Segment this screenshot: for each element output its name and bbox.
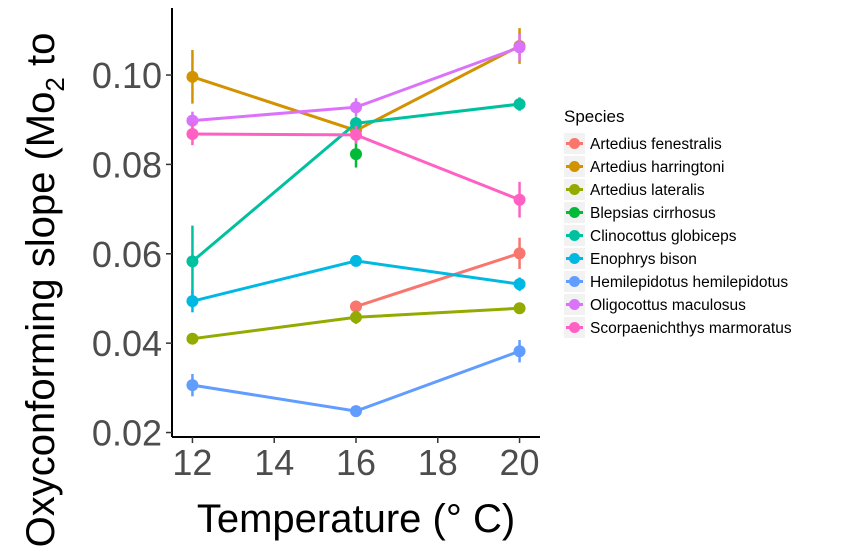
y-axis-title-tail: to xyxy=(19,33,63,77)
x-tick-label: 18 xyxy=(418,442,458,483)
data-point xyxy=(186,114,199,127)
legend-key-point xyxy=(569,184,580,195)
legend-item-label: Artedius fenestralis xyxy=(590,136,722,153)
legend-item-label: Artedius lateralis xyxy=(590,182,705,199)
legend-key-point xyxy=(569,138,580,149)
legend-item: Enophrys bison xyxy=(564,248,697,269)
data-point xyxy=(350,254,362,267)
legend-item-label: Enophrys bison xyxy=(590,251,697,268)
data-point xyxy=(513,278,526,291)
legend-key-point xyxy=(569,161,580,172)
legend-item-label: Blepsias cirrhosus xyxy=(590,205,716,222)
legend-key-point xyxy=(569,207,580,218)
legend-item-label: Oligocottus maculosus xyxy=(590,297,746,314)
data-point xyxy=(186,70,199,83)
x-tick-label: 16 xyxy=(336,442,376,483)
data-point xyxy=(350,117,362,130)
legend-item: Artedius harringtoni xyxy=(564,156,724,177)
series-oligocottus-maculosus xyxy=(186,33,526,130)
data-point xyxy=(513,41,526,54)
legend-item: Oligocottus maculosus xyxy=(564,294,746,315)
x-tick-label: 20 xyxy=(500,442,540,483)
data-point xyxy=(186,128,199,141)
data-point xyxy=(513,247,526,260)
y-axis-title-main: Oxyconforming slope (Mo xyxy=(19,92,63,548)
data-point xyxy=(186,379,199,392)
legend-item: Clinocottus globiceps xyxy=(564,225,737,246)
series-artedius-fenestralis xyxy=(350,237,526,313)
x-tick-label: 14 xyxy=(254,442,294,483)
legend-item: Hemilepidotus hemilepidotus xyxy=(564,271,788,292)
data-point xyxy=(350,300,362,313)
y-tick-label: 0.10 xyxy=(92,55,162,96)
legend-key-point xyxy=(569,299,580,310)
legend-item: Artedius fenestralis xyxy=(564,133,722,154)
series-line xyxy=(192,259,520,303)
data-point xyxy=(186,255,199,268)
legend-key-point xyxy=(569,230,580,241)
legend-item: Blepsias cirrhosus xyxy=(564,202,716,223)
legend-item: Artedius lateralis xyxy=(564,179,705,200)
y-tick-label: 0.04 xyxy=(92,323,162,364)
series-scorpaenichthys-marmoratus xyxy=(186,122,526,218)
legend-item-label: Scorpaenichthys marmoratus xyxy=(590,320,792,337)
data-point xyxy=(350,128,362,141)
data-point xyxy=(513,193,526,206)
x-tick-label: 12 xyxy=(172,442,212,483)
series-hemilepidotus-hemilepidotus xyxy=(186,340,526,418)
series-blepsias-cirrhosus xyxy=(350,140,362,168)
legend-item-label: Artedius harringtoni xyxy=(590,159,724,176)
legend-title: Species xyxy=(564,107,624,126)
series-artedius-lateralis xyxy=(186,302,526,345)
x-axis-title: Temperature (° C) xyxy=(197,497,515,541)
series-clinocottus-globiceps xyxy=(186,97,526,298)
data-point xyxy=(513,302,526,315)
series-line xyxy=(355,251,521,308)
legend: Species Artedius fenestralis Artedius har… xyxy=(564,107,792,338)
legend-key-point xyxy=(569,276,580,287)
legend-item-label: Clinocottus globiceps xyxy=(590,228,737,245)
legend-key-point xyxy=(569,253,580,264)
legend-item: Scorpaenichthys marmoratus xyxy=(564,317,792,338)
data-point xyxy=(186,332,199,345)
y-tick-label: 0.06 xyxy=(92,234,162,275)
y-axis-title: Oxyconforming slope (Mo2 to xyxy=(19,33,70,548)
legend-key-point xyxy=(569,322,580,333)
data-point xyxy=(350,148,362,161)
data-point xyxy=(513,98,526,111)
data-point xyxy=(513,345,526,358)
y-tick-label: 0.08 xyxy=(92,144,162,185)
series-enophrys-bison xyxy=(186,254,526,313)
series-line xyxy=(192,349,521,413)
y-axis-title-subscript: 2 xyxy=(40,77,70,91)
data-point xyxy=(186,295,199,308)
axes: 0.02 0.04 0.06 0.08 0.10 12 14 16 18 20 xyxy=(92,8,540,483)
plot-area xyxy=(186,28,526,418)
data-point xyxy=(350,311,362,324)
data-point xyxy=(350,405,362,418)
y-tick-label: 0.02 xyxy=(92,413,162,454)
data-point xyxy=(350,101,362,114)
legend-item-label: Hemilepidotus hemilepidotus xyxy=(590,274,788,291)
